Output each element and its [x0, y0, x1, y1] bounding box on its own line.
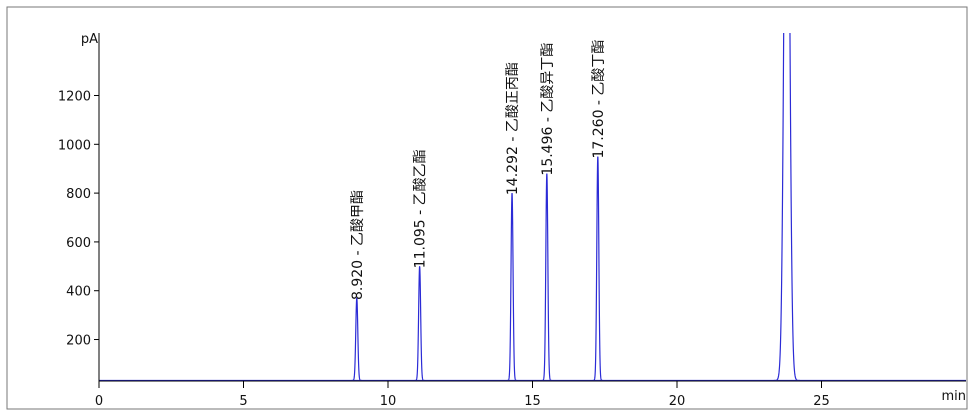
peak	[592, 156, 603, 382]
x-tick-label: 20	[669, 394, 686, 409]
peak	[506, 193, 518, 382]
plot-area	[99, 33, 966, 382]
y-unit: pA	[81, 32, 98, 47]
peak	[541, 173, 552, 382]
y-tick-label: 600	[66, 236, 91, 251]
x-tick-label: 10	[380, 394, 397, 409]
peak-label: 8.920 - 乙酸甲酯	[350, 190, 366, 300]
x-tick-label: 5	[239, 394, 247, 409]
y-tick-label: 1200	[58, 90, 91, 105]
peak	[414, 266, 425, 382]
y-tick-label: 400	[66, 285, 91, 300]
x-tick-label: 0	[95, 394, 103, 409]
frame	[6, 6, 968, 410]
x-tick-label: 25	[813, 394, 830, 409]
y-tick-label: 800	[66, 187, 91, 202]
peak-label: 15.496 - 乙酸异丁酯	[540, 43, 556, 176]
x-tick-label: 15	[524, 394, 541, 409]
y-tick-label: 1000	[58, 138, 91, 153]
x-unit: min	[941, 389, 966, 404]
peak	[773, 33, 800, 382]
peak-label: 11.095 - 乙酸乙酯	[413, 149, 429, 268]
peak-label: 17.260 - 乙酸丁酯	[591, 40, 607, 159]
y-tick-label: 200	[66, 334, 91, 349]
peak-label: 14.292 - 乙酸正丙酯	[505, 62, 521, 195]
peak	[351, 295, 362, 382]
